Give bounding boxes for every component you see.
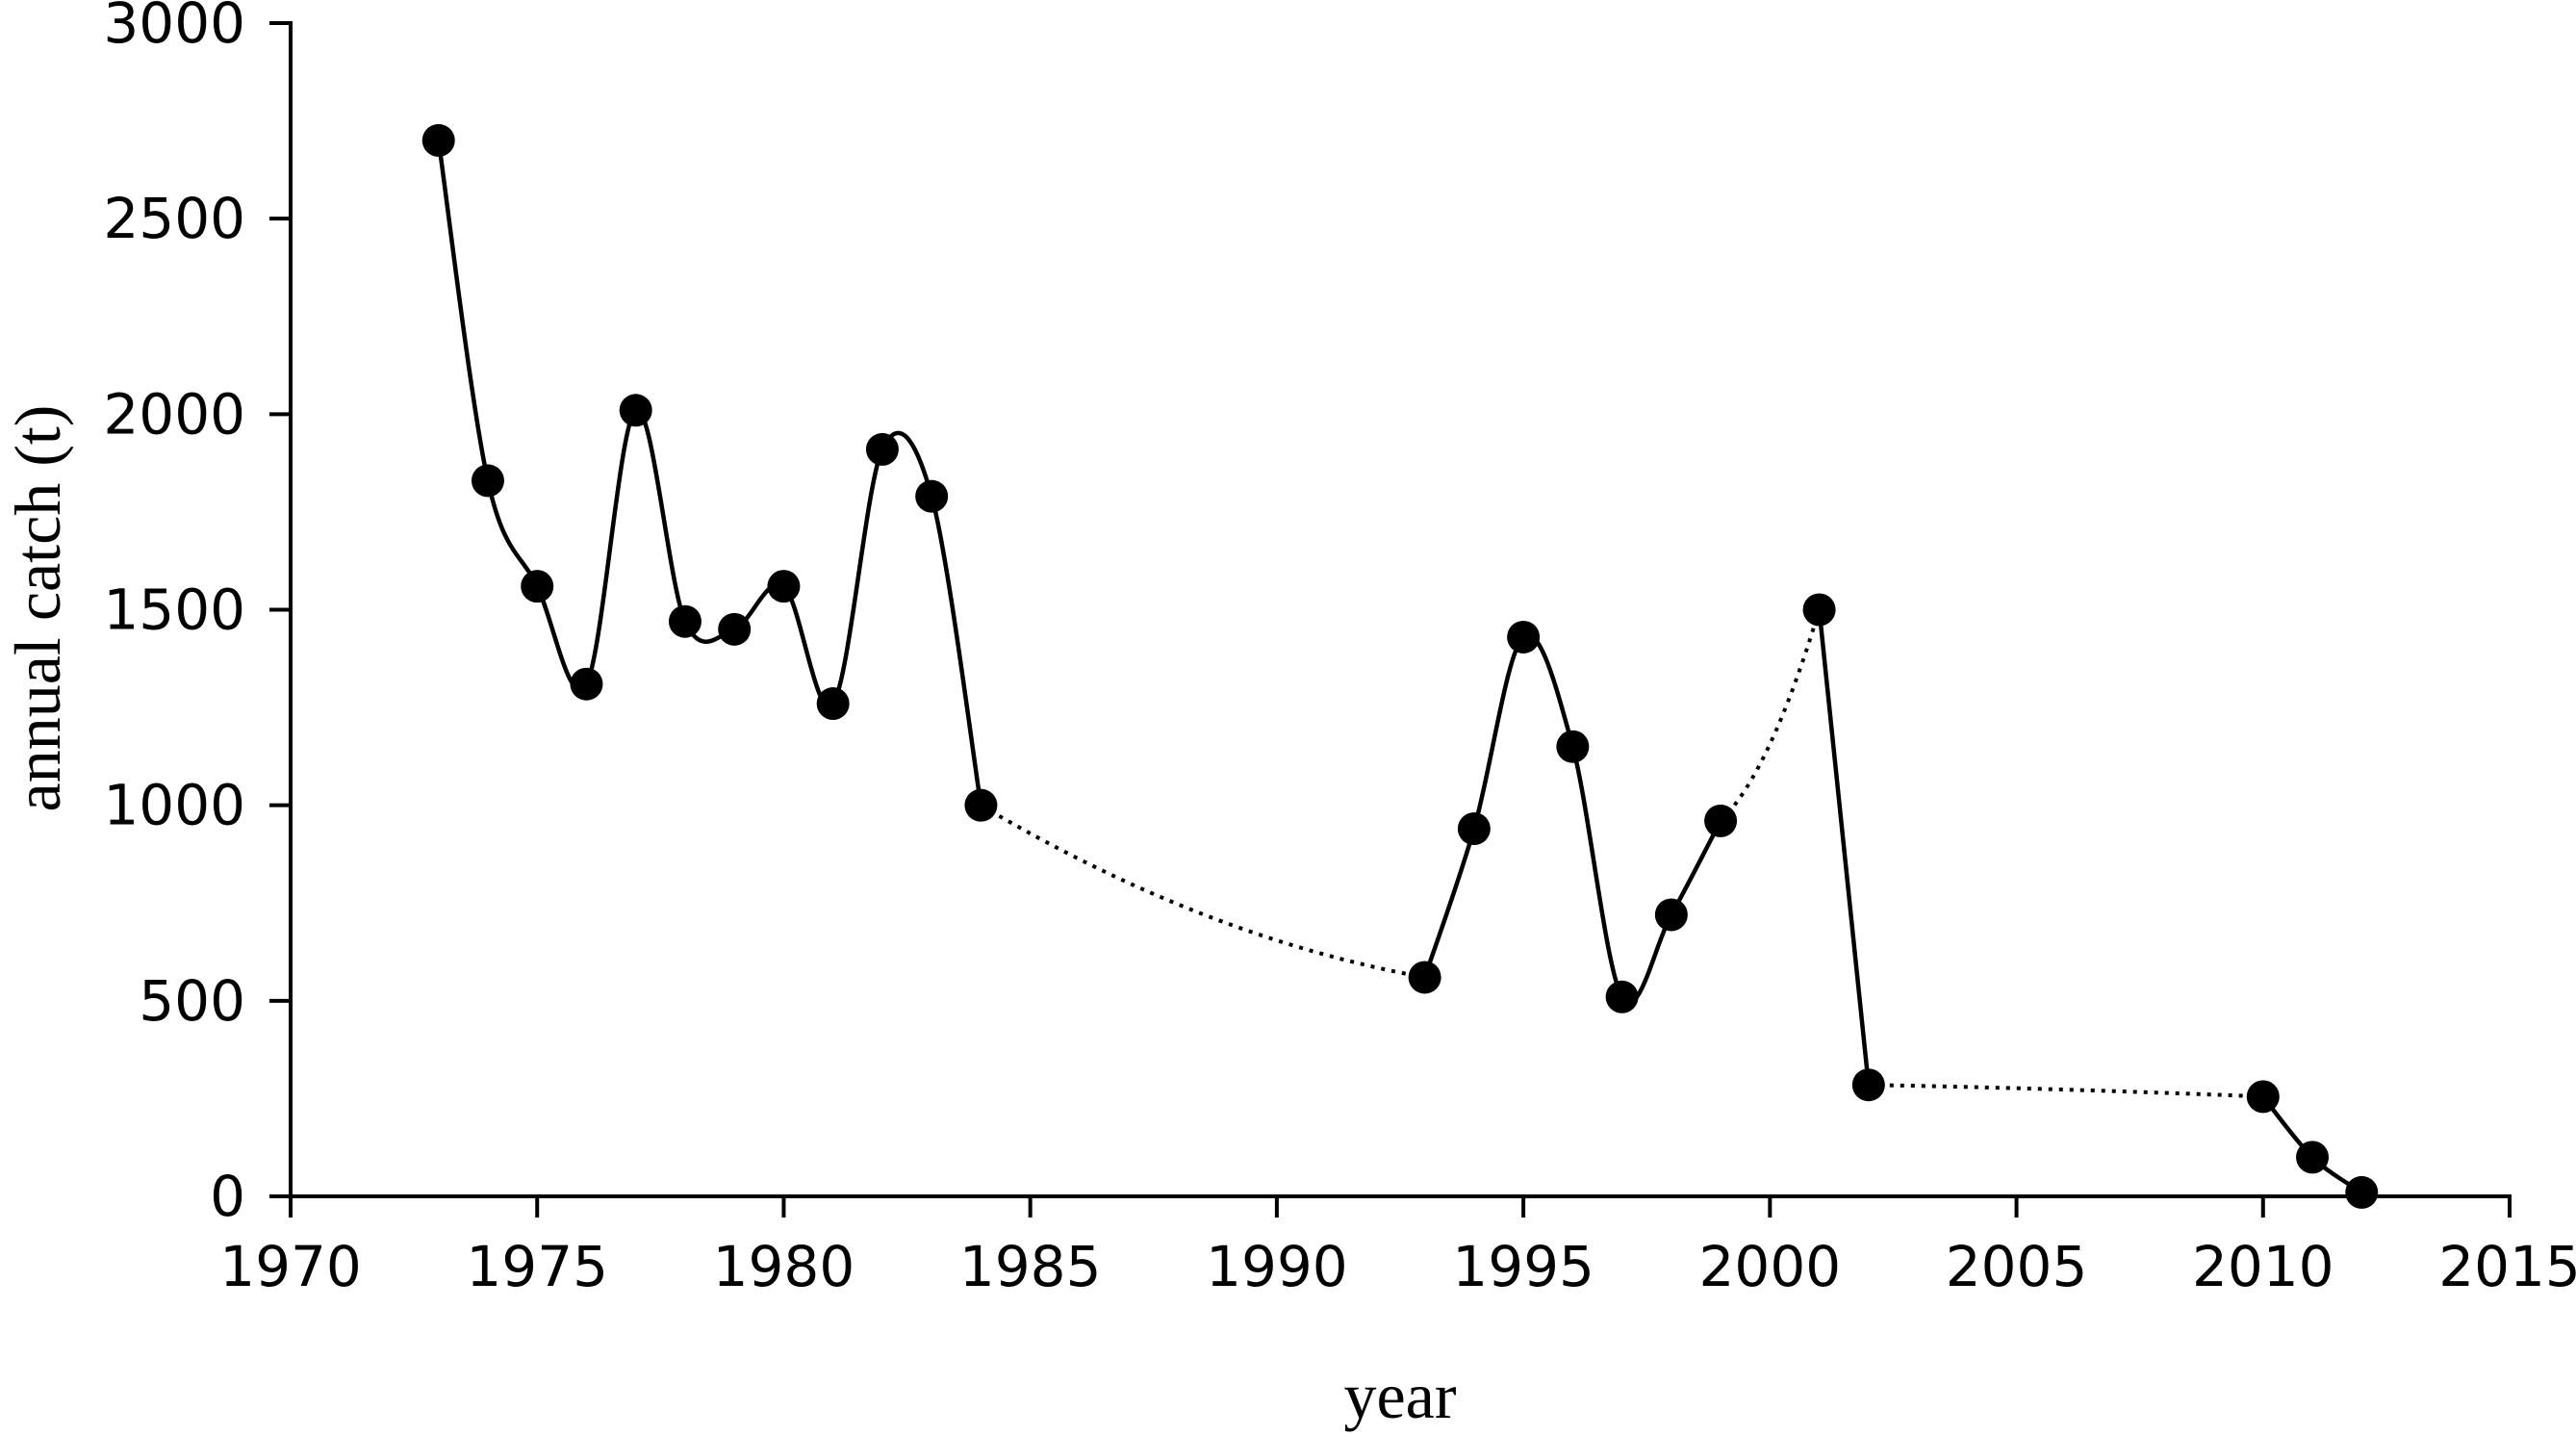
data-point bbox=[1851, 1068, 1885, 1102]
data-point bbox=[964, 788, 998, 822]
x-tick-label: 1970 bbox=[219, 1234, 362, 1299]
data-point bbox=[718, 612, 752, 646]
y-tick-label: 1000 bbox=[103, 773, 245, 838]
data-point bbox=[1556, 730, 1590, 763]
data-point bbox=[570, 667, 603, 701]
x-axis-title: year bbox=[1343, 1359, 1456, 1432]
series-lines bbox=[436, 140, 2363, 1194]
series-gap-line bbox=[1719, 608, 1822, 823]
y-axis-title: annual catch (t) bbox=[1, 405, 74, 812]
x-tick-label: 1975 bbox=[466, 1234, 608, 1299]
x-tick-label: 1980 bbox=[713, 1234, 855, 1299]
y-tick-label: 500 bbox=[139, 968, 245, 1034]
data-point bbox=[1408, 961, 1441, 994]
x-tick-label: 2010 bbox=[2192, 1234, 2334, 1299]
data-point bbox=[471, 464, 504, 498]
x-tick-label: 2005 bbox=[1946, 1234, 2088, 1299]
y-tick-label: 2000 bbox=[103, 381, 245, 447]
ticks bbox=[269, 21, 2512, 1218]
x-tick-label: 1985 bbox=[959, 1234, 1102, 1299]
data-point bbox=[521, 570, 554, 603]
y-tick-label: 1500 bbox=[103, 577, 245, 643]
data-point bbox=[767, 570, 801, 603]
data-point bbox=[2246, 1080, 2280, 1114]
data-point bbox=[2345, 1175, 2379, 1209]
data-point bbox=[1605, 980, 1639, 1013]
data-point bbox=[1507, 620, 1541, 654]
y-tick-label: 3000 bbox=[103, 0, 245, 56]
x-tick-label: 2015 bbox=[2438, 1234, 2576, 1299]
y-tick-label: 0 bbox=[210, 1164, 245, 1229]
data-point bbox=[1802, 593, 1836, 627]
data-point bbox=[1654, 898, 1688, 932]
series-line bbox=[436, 140, 983, 807]
data-point bbox=[915, 479, 949, 513]
series-line bbox=[1817, 609, 1872, 1086]
data-point bbox=[1457, 812, 1491, 846]
data-point bbox=[668, 604, 701, 638]
tick-labels: 1970 1975 1980 1985 1990 1995 2000 2005 2010 2015… bbox=[103, 0, 2576, 1299]
x-tick-label: 1990 bbox=[1206, 1234, 1348, 1299]
data-point bbox=[421, 123, 455, 157]
data-point bbox=[816, 687, 850, 721]
series-gap-line bbox=[1868, 1083, 2263, 1099]
data-point bbox=[619, 394, 652, 427]
data-point bbox=[865, 432, 899, 466]
y-tick-label: 2500 bbox=[103, 186, 245, 251]
data-point bbox=[1704, 804, 1738, 837]
x-tick-label: 1995 bbox=[1452, 1234, 1594, 1299]
series-gap-line bbox=[980, 803, 1425, 980]
data-points bbox=[421, 123, 2379, 1209]
data-point bbox=[2296, 1141, 2330, 1174]
x-tick-label: 2000 bbox=[1699, 1234, 1842, 1299]
